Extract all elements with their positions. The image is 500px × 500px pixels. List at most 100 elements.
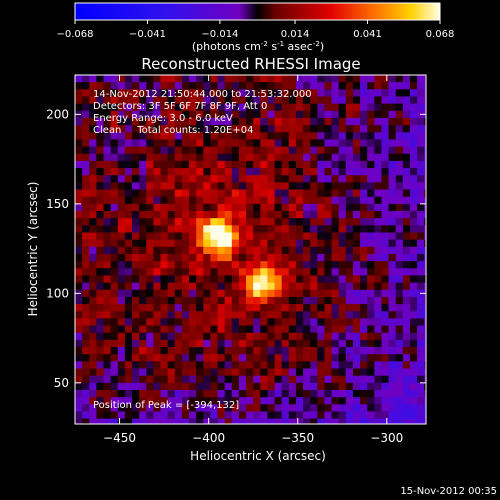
heatmap-cell [203,304,211,312]
heatmap-cell [117,354,126,362]
heatmap-cell [417,389,425,398]
heatmap-cell [338,354,347,362]
heatmap-cell [352,139,361,147]
heatmap-cell [317,418,325,425]
heatmap-cell [238,246,247,255]
heatmap-cell [124,89,133,97]
heatmap-cell [146,196,154,205]
heatmap-cell [288,132,297,140]
heatmap-cell [352,132,361,140]
heatmap-cell [281,196,290,205]
heatmap-cell [267,275,275,284]
heatmap-cell [117,375,126,384]
heatmap-cell [295,146,304,155]
heatmap-cell [181,125,190,133]
heatmap-cell [260,232,268,241]
heatmap-cell [132,275,140,284]
heatmap-cell [238,218,247,226]
y-tick-label: 200 [46,107,69,121]
heatmap-cell [360,175,368,183]
heatmap-cell [146,168,154,176]
heatmap-cell [139,304,147,312]
heatmap-cell [75,275,83,284]
heatmap-cell [260,268,268,276]
heatmap-cell [167,160,176,169]
heatmap-cell [417,125,425,133]
heatmap-cell [189,82,197,90]
heatmap-cell [103,296,112,305]
heatmap-cell [360,153,368,162]
heatmap-cell [303,354,311,362]
heatmap-cell [367,361,375,369]
heatmap-cell [388,132,397,140]
heatmap-cell [260,311,268,319]
heatmap-cell [224,89,233,97]
heatmap-cell [360,146,368,155]
heatmap-cell [124,96,133,105]
heatmap-cell [367,289,375,298]
heatmap-cell [352,325,361,334]
heatmap-cell [281,397,290,405]
heatmap-cell [317,311,325,319]
heatmap-cell [181,132,190,140]
heatmap-cell [139,311,147,319]
heatmap-cell [224,296,233,305]
heatmap-cell [189,103,197,112]
heatmap-cell [146,232,154,241]
heatmap-cell [381,182,389,190]
heatmap-cell [281,203,290,212]
heatmap-cell [89,146,97,155]
heatmap-cell [196,275,204,284]
heatmap-cell [310,225,318,233]
heatmap-cell [238,332,247,341]
heatmap-cell [281,296,290,305]
heatmap-cell [338,175,347,183]
heatmap-cell [310,347,318,355]
heatmap-cell [417,182,425,190]
heatmap-cell [424,268,427,276]
heatmap-cell [146,117,154,126]
heatmap-cell [132,168,140,176]
heatmap-cell [409,397,418,405]
heatmap-cell [253,246,261,255]
heatmap-cell [402,354,411,362]
heatmap-cell [160,75,169,83]
heatmap-cell [274,75,283,83]
heatmap-cell [374,89,382,97]
heatmap-cell [395,82,404,90]
heatmap-cell [174,132,183,140]
heatmap-cell [231,268,240,276]
heatmap-cell [89,253,97,262]
heatmap-cell [174,89,183,97]
heatmap-cell [374,339,382,348]
heatmap-cell [203,132,211,140]
heatmap-cell [238,203,247,212]
heatmap-cell [153,275,161,284]
heatmap-cell [374,96,382,105]
heatmap-cell [139,404,147,412]
heatmap-cell [238,103,247,112]
heatmap-cell [381,361,389,369]
heatmap-cell [338,218,347,226]
heatmap-cell [253,397,261,405]
heatmap-cell [331,146,340,155]
heatmap-cell [374,354,382,362]
heatmap-cell [352,203,361,212]
heatmap-cell [139,175,147,183]
heatmap-cell [82,75,90,83]
heatmap-cell [367,153,375,162]
heatmap-cell [167,225,176,233]
heatmap-cell [345,375,354,384]
heatmap-cell [338,96,347,105]
heatmap-cell [89,211,97,219]
heatmap-cell [110,347,119,355]
heatmap-cell [132,96,140,105]
heatmap-cell [181,347,190,355]
heatmap-cell [217,404,226,412]
heatmap-cell [324,304,332,312]
heatmap-cell [110,225,119,233]
heatmap-cell [274,296,283,305]
heatmap-cell [196,389,204,398]
heatmap-cell [203,203,211,212]
heatmap-cell [345,354,354,362]
